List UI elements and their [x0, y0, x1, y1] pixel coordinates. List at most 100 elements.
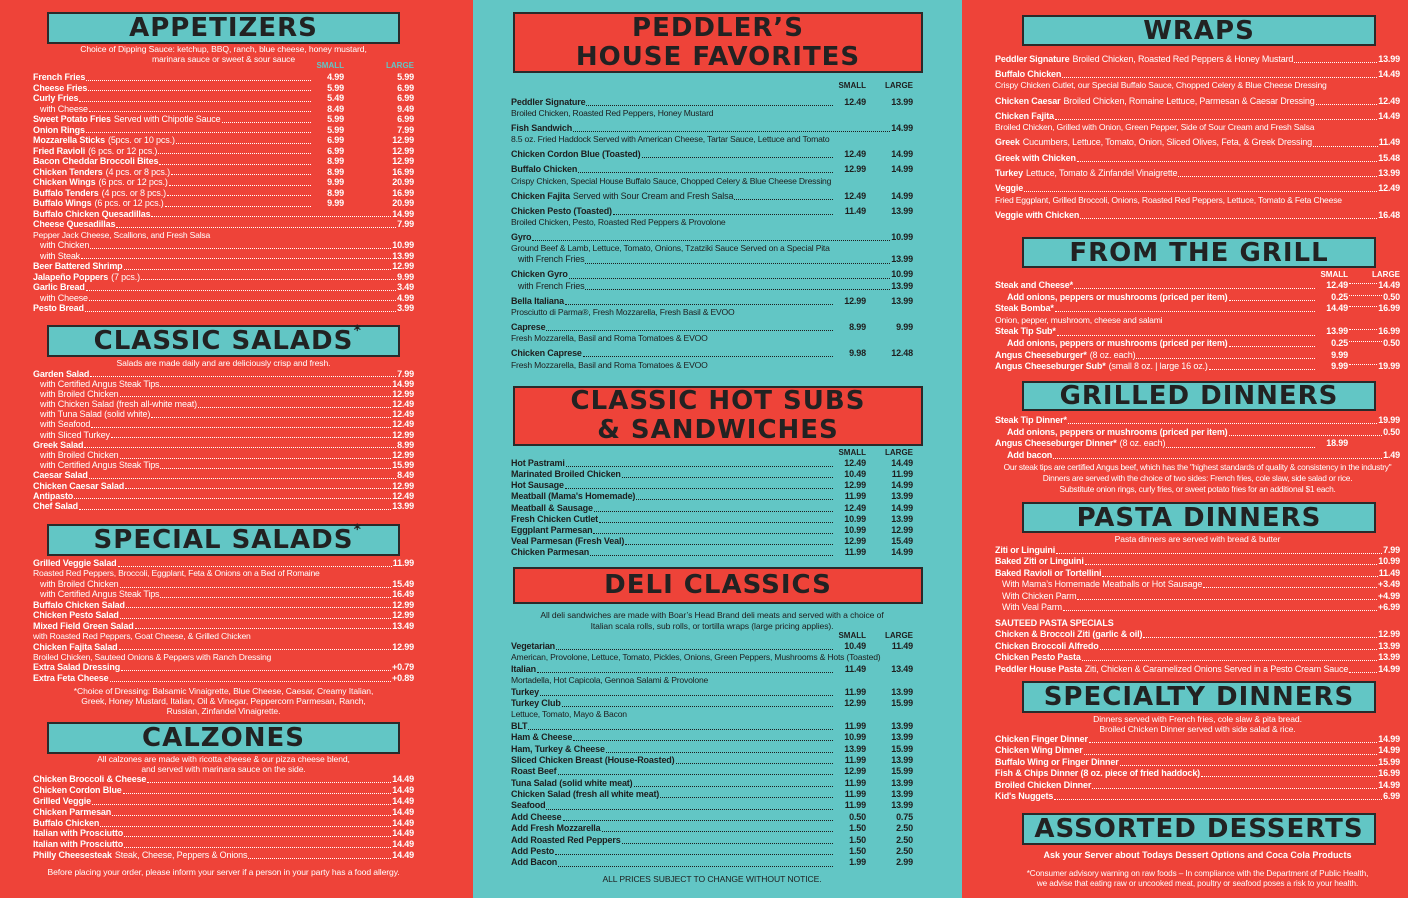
- dot-leader: [100, 825, 392, 827]
- menu-item: Chicken Pesto (Toasted) 11.49 13.99: [511, 206, 913, 217]
- item-name: Roast Beef: [511, 766, 557, 777]
- price: 14.99: [1378, 663, 1400, 674]
- option-name: Add bacon: [1007, 450, 1053, 461]
- item-description: American, Provolone, Lettuce, Tomato, Pi…: [511, 652, 881, 663]
- item-name: Cheese Quesadillas: [33, 219, 116, 229]
- dot-leader: [621, 842, 833, 844]
- item-name: Italian: [511, 663, 536, 674]
- price-large-cell: 15.99: [866, 766, 913, 777]
- dot-leader: [84, 447, 397, 449]
- menu-items: French Fries 4.99 5.99 Cheese Fries 5.99 6.99…: [33, 72, 414, 314]
- dot-leader: [1312, 145, 1378, 147]
- price-small: 1.99: [849, 857, 866, 868]
- menu-item-group: Turkey Lettuce, Tomato & Zinfandel Vinaig…: [995, 168, 1400, 180]
- dot-leader: [118, 649, 392, 651]
- price-large: 14.99: [891, 480, 913, 491]
- section-intro: All calzones are made with ricotta chees…: [33, 754, 414, 774]
- price: 13.99: [392, 250, 414, 261]
- price-large: 14.99: [891, 149, 913, 160]
- menu-item: Steak Tip Dinner* 19.99: [995, 415, 1400, 427]
- price-large: 0.50: [1383, 337, 1400, 348]
- dot-leader: [85, 289, 397, 291]
- item-name: Jalapeño Poppers: [33, 271, 109, 282]
- menu-item-group: Chicken Broccoli & Cheese 14.49: [33, 774, 414, 785]
- menu-item-group: Eggplant Parmesan 10.99 12.99: [511, 525, 913, 536]
- menu-item: Angus Cheeseburger* (8 oz. each) 9.99: [995, 350, 1400, 362]
- menu-item: Mixed Field Green Salad 13.49: [33, 621, 414, 631]
- large-label: LARGE: [885, 631, 913, 640]
- item-name: Add Cheese: [511, 811, 562, 822]
- item-name: Buffalo Chicken: [511, 164, 578, 175]
- item-name: Ham & Cheese: [511, 732, 573, 743]
- dot-leader: [573, 740, 833, 742]
- item-name: Angus Cheeseburger*: [995, 349, 1087, 360]
- section-intro: Salads are made daily and are deliciousl…: [116, 358, 331, 368]
- price-small: 4.99: [327, 72, 344, 82]
- item-name: Add Fresh Mozzarella: [511, 823, 601, 834]
- menu-item: Fried Ravioli (6 pcs. or 12 pcs.) 6.99 12.9…: [33, 146, 414, 157]
- menu-item: Chicken Caesar Salad 12.99: [33, 481, 414, 491]
- price-large-cell: 13.99: [866, 721, 913, 732]
- price: 1.49: [1383, 450, 1400, 461]
- dot-leader: [1088, 742, 1378, 744]
- item-name: Buffalo Wings: [33, 198, 92, 208]
- advisory-line: we advise that eating raw or uncooked me…: [1036, 879, 1359, 888]
- item-description: 8.5 oz. Fried Haddock Served with Americ…: [511, 134, 830, 145]
- option-name: with Cheese: [40, 103, 88, 114]
- price-large: 12.99: [392, 135, 414, 145]
- price: 12.49: [392, 419, 414, 430]
- item-name: Steak and Cheese*: [995, 280, 1073, 290]
- menu-item: Steak Tip Sub* 13.99 16.99: [995, 326, 1400, 338]
- price: 14.49: [392, 850, 414, 861]
- menu-item-group: Steak Bomba* 14.49 16.99 Onion, pepper, mu…: [995, 303, 1400, 326]
- menu-item-group: Buffalo Chicken Salad 12.99: [33, 600, 414, 610]
- price: +0.89: [391, 672, 414, 683]
- price-large: 20.99: [392, 177, 414, 187]
- option-name: with Broiled Chicken: [40, 578, 119, 589]
- menu-item-group: Buffalo Chicken 14.49 Crispy Chicken Cutle…: [995, 69, 1400, 92]
- price-small: 13.99: [1326, 326, 1348, 337]
- item-name: Steak Bomba*: [995, 303, 1054, 314]
- item-name: Buffalo Tenders: [33, 187, 99, 198]
- price: 13.99: [891, 280, 913, 291]
- price-column-headers: SMALL LARGE: [33, 61, 414, 72]
- item-description: Onion, pepper, mushroom, cheese and sala…: [995, 314, 1163, 325]
- menu-item-group: Pesto Bread 3.99: [33, 303, 414, 314]
- menu-item-group: Angus Cheeseburger* (8 oz. each) 9.99: [995, 350, 1400, 362]
- intro-line: All calzones are made with ricotta chees…: [97, 754, 350, 764]
- menu-item: Ham, Turkey & Cheese 13.99 15.99: [511, 744, 913, 755]
- menu-item: Garden Salad 7.99: [33, 369, 414, 379]
- large-label: LARGE: [885, 81, 913, 90]
- item-note: (6 pcs. or 12 pcs.): [88, 145, 158, 156]
- item-name: Kid's Nuggets: [995, 790, 1054, 801]
- item-name: Add Pesto: [511, 846, 555, 857]
- menu-item: Chicken Tenders (4 pcs. or 8 pcs.) 8.99 16.…: [33, 167, 414, 178]
- dessert-note: Ask your Server about Todays Dessert Opt…: [1043, 850, 1352, 860]
- item-note: Lettuce, Tomato & Zinfandel Vinaigrette: [1025, 167, 1178, 178]
- price-small: 11.49: [844, 205, 866, 216]
- dot-leader: [1062, 610, 1377, 612]
- item-description: with Roasted Red Peppers, Goat Cheese, &…: [33, 631, 251, 642]
- price-large: 13.99: [891, 205, 913, 216]
- deli-classics-section: All deli sandwiches are made with Boar’s…: [511, 610, 913, 884]
- price-large: 0.50: [1383, 291, 1400, 302]
- price: 16.99: [1378, 768, 1400, 779]
- dot-leader: [1203, 587, 1377, 589]
- price-small: 9.98: [849, 348, 866, 359]
- item-name: Grilled Veggie Salad: [33, 558, 117, 568]
- price-large: 13.99: [891, 777, 913, 788]
- menu-item: Italian 11.49 13.49: [511, 664, 913, 675]
- item-name: Garlic Bread: [33, 282, 85, 292]
- price-small: 12.49: [844, 149, 866, 160]
- price: 14.49: [392, 839, 414, 850]
- menu-item-group: Buffalo Tenders (4 pcs. or 8 pcs.) 8.99 16.…: [33, 188, 414, 199]
- menu-item-group: Chicken Broccoli Alfredo 13.99: [995, 641, 1400, 653]
- item-name: Caesar Salad: [33, 470, 88, 481]
- intro-line: and served with marinara sauce on the si…: [141, 763, 306, 774]
- menu-item-group: Mozzarella Sticks (5pcs. or 10 pcs.) 6.99 1…: [33, 135, 414, 146]
- item-name: Philly Cheesesteak: [33, 850, 112, 861]
- item-name: Chicken Pesto Salad: [33, 610, 119, 621]
- small-label: SMALL: [1320, 270, 1348, 279]
- item-name: Meatball & Sausage: [511, 502, 593, 513]
- menu-item-group: Buffalo Wing or Finger Dinner 15.99: [995, 757, 1400, 768]
